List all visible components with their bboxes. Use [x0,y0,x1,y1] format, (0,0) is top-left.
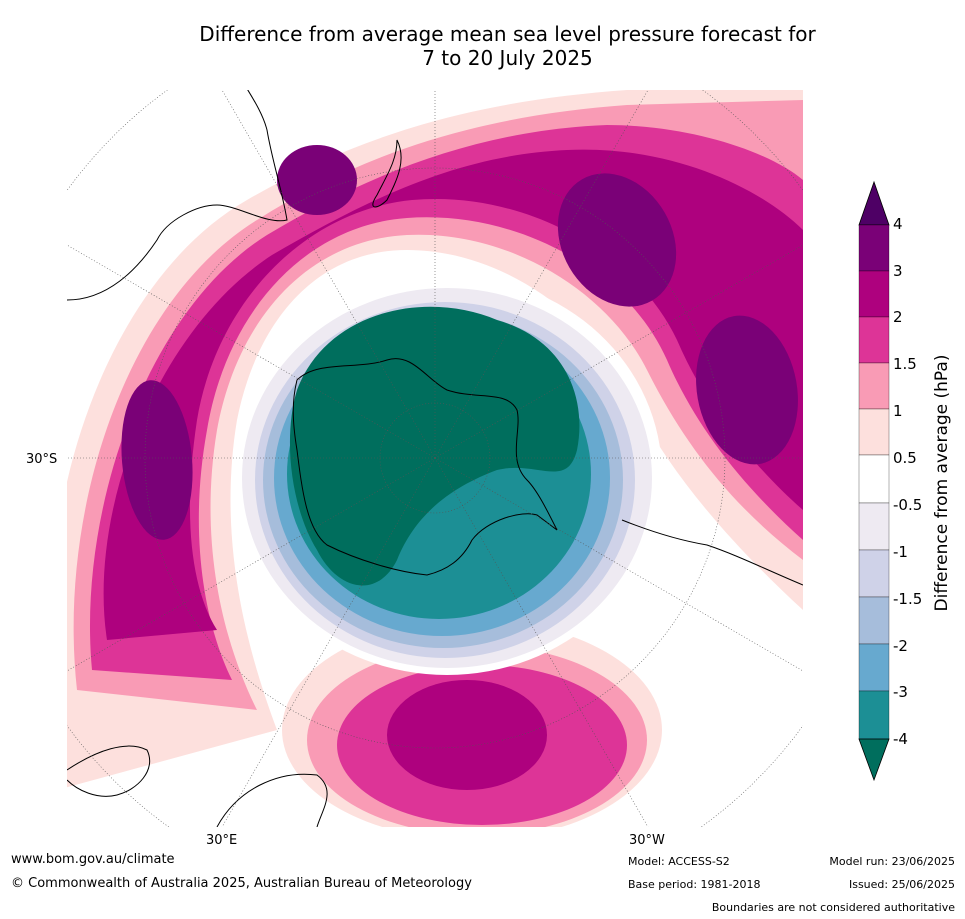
pressure-anomaly-map [67,90,803,827]
colorbar-tick: -3 [893,683,908,701]
colorbar-swatch-2-3 [858,270,890,318]
colorbar-tick: -0.5 [893,496,923,514]
colorbar-tick: 4 [893,215,903,233]
base-period: Base period: 1981-2018 [628,878,761,891]
colorbar-swatch-neg0.5-neg1 [858,502,890,551]
colorbar-tick: 1 [893,402,903,420]
lon-label-30e: 30°E [206,833,238,848]
colorbar-tick: -1 [893,543,908,561]
colorbar-swatch-3-4 [858,224,890,272]
colorbar-tick: 0.5 [893,449,917,467]
model-run-date: Model run: 23/06/2025 [829,855,955,868]
australia-coast [67,90,288,301]
colorbar-swatch-neg1-neg1.5 [858,549,890,598]
colorbar-swatch-1.5-2 [858,316,890,364]
lat-label-30s: 30°S [26,452,58,467]
colorbar-swatch-neutral [858,454,890,504]
copyright-text: © Commonwealth of Australia 2025, Austra… [11,876,472,891]
colorbar-swatch-1-1.5 [858,362,890,410]
colorbar-swatch-neg3-neg4 [858,690,890,740]
colorbar [858,180,890,782]
positive-anomaly-arc [67,90,803,788]
colorbar-tick: -2 [893,637,908,655]
south-america-coast [621,519,803,586]
colorbar-tick: 1.5 [893,355,917,373]
model-name: Model: ACCESS-S2 [628,855,730,868]
colorbar-swatch-neg2-neg3 [858,643,890,692]
colorbar-min-arrow [858,738,890,782]
lon-label-30w: 30°W [629,833,665,848]
bom-url-link[interactable]: www.bom.gov.au/climate [11,852,175,867]
colorbar-tick: -4 [893,730,908,748]
negative-anomaly-antarctica [232,275,662,675]
map-title-line2: 7 to 20 July 2025 [422,46,593,70]
issued-date: Issued: 25/06/2025 [848,878,955,891]
new-zealand-coast [372,139,402,208]
colorbar-tick: 3 [893,262,903,280]
colorbar-swatch-neg1.5-neg2 [858,596,890,645]
colorbar-max-arrow [858,180,890,226]
colorbar-tick: -1.5 [893,590,923,608]
colorbar-label: Difference from average (hPa) [932,354,952,612]
positive-anomaly-lobe-atlantic [282,620,662,827]
map-title-line1: Difference from average mean sea level p… [199,22,816,46]
boundary-disclaimer: Boundaries are not considered authoritat… [711,901,955,914]
colorbar-swatch-0.5-1 [858,408,890,456]
africa-coast [67,745,151,797]
graticule [67,90,803,827]
colorbar-tick: 2 [893,308,903,326]
